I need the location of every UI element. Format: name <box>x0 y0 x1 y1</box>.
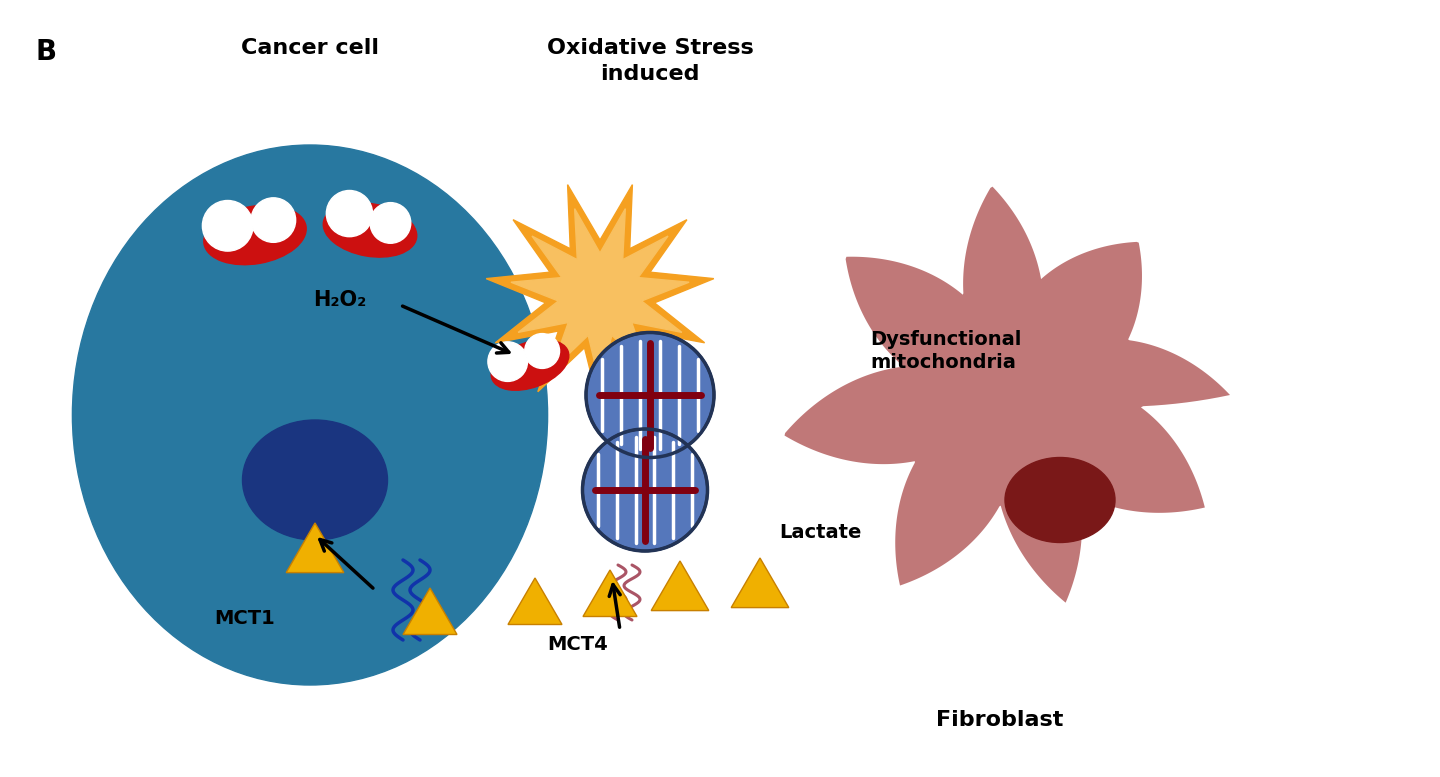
Polygon shape <box>583 570 636 616</box>
Polygon shape <box>487 185 714 410</box>
Polygon shape <box>403 588 456 635</box>
Text: Fibroblast: Fibroblast <box>936 710 1064 730</box>
Text: Lactate: Lactate <box>779 522 861 542</box>
Text: Oxidative Stress
induced: Oxidative Stress induced <box>547 38 753 85</box>
Text: H₂O₂: H₂O₂ <box>314 290 367 310</box>
Polygon shape <box>508 578 562 625</box>
Polygon shape <box>651 561 708 611</box>
Text: MCT4: MCT4 <box>547 636 608 654</box>
Ellipse shape <box>491 340 569 390</box>
Polygon shape <box>287 523 344 573</box>
Ellipse shape <box>72 145 547 685</box>
Circle shape <box>524 333 560 368</box>
Text: B: B <box>35 38 56 66</box>
Polygon shape <box>785 186 1230 603</box>
Ellipse shape <box>1005 458 1115 542</box>
Text: Dysfunctional
mitochondria: Dysfunctional mitochondria <box>870 330 1021 372</box>
Circle shape <box>327 190 373 237</box>
Polygon shape <box>511 209 690 385</box>
Ellipse shape <box>583 429 707 551</box>
Ellipse shape <box>586 333 714 458</box>
Polygon shape <box>732 558 789 608</box>
Text: MCT1: MCT1 <box>215 608 275 628</box>
Circle shape <box>251 198 295 242</box>
Circle shape <box>203 200 253 251</box>
Ellipse shape <box>323 203 416 257</box>
Text: Cancer cell: Cancer cell <box>240 38 379 58</box>
Ellipse shape <box>204 205 307 265</box>
Circle shape <box>488 342 527 382</box>
Ellipse shape <box>242 420 387 540</box>
Circle shape <box>370 203 410 243</box>
